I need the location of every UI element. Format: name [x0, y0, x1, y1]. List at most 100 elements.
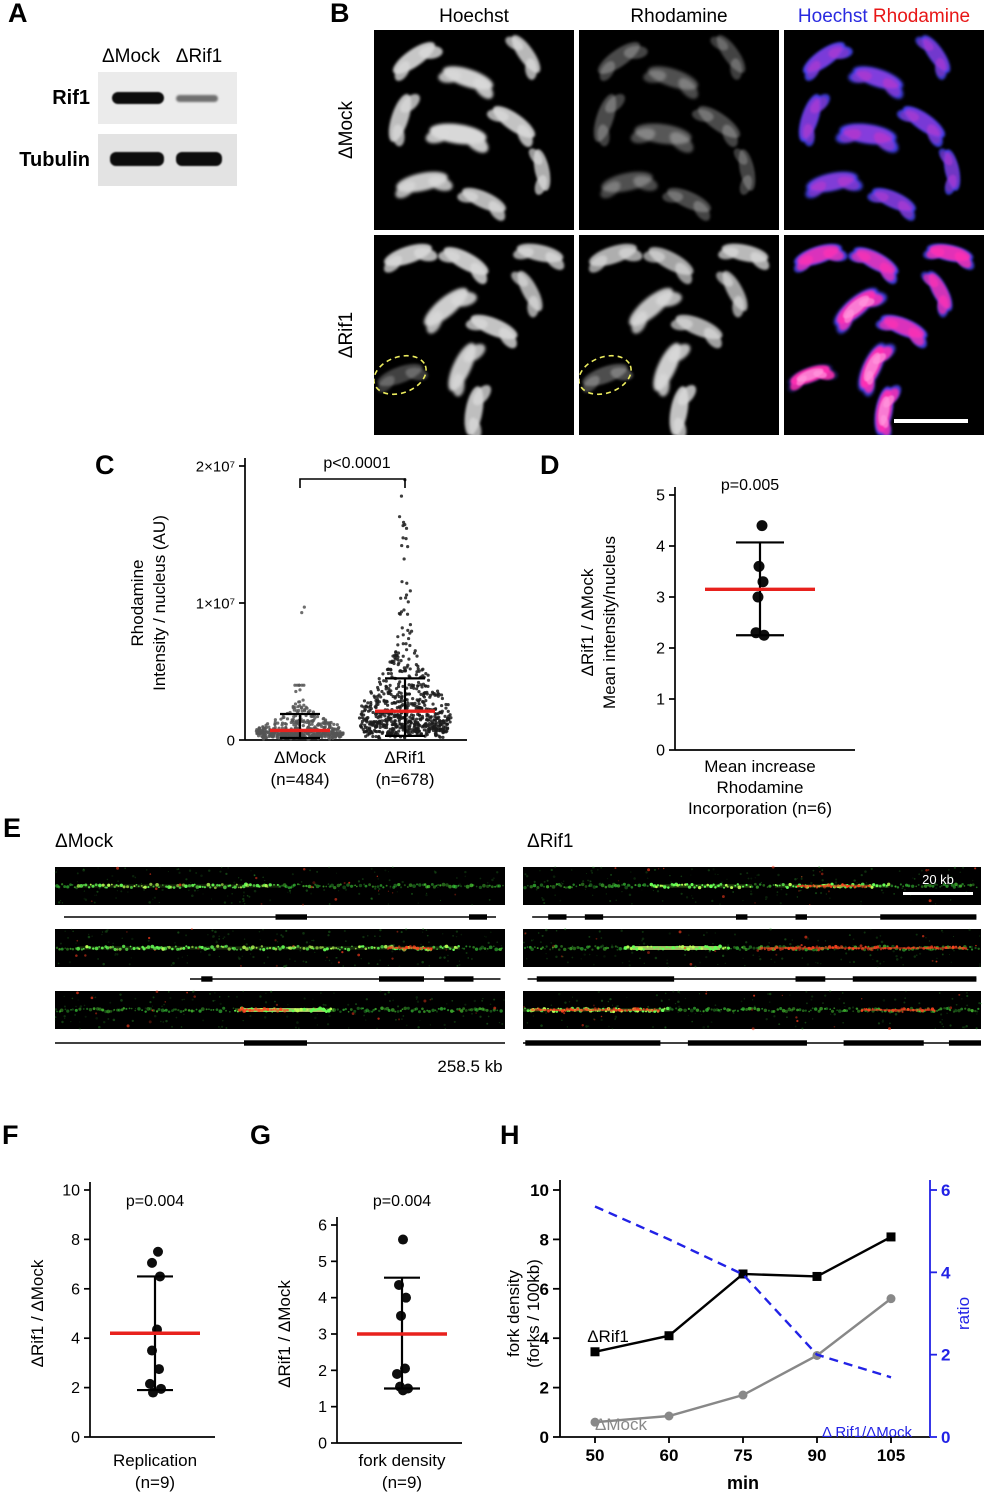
blot-band	[112, 92, 164, 104]
micrograph-rif1-merge	[784, 235, 984, 435]
blot-col-label-mock: ΔMock	[101, 46, 161, 67]
svg-text:ΔRif1 / ΔMock: ΔRif1 / ΔMock	[275, 1280, 294, 1388]
svg-text:10: 10	[530, 1181, 549, 1200]
blot-band	[176, 95, 218, 102]
svg-text:(n=484): (n=484)	[270, 770, 329, 789]
svg-text:0: 0	[318, 1436, 327, 1453]
fiber-length-label: 258.5 kb	[437, 1057, 503, 1076]
panel-b-letter: B	[330, 0, 350, 28]
svg-text:6: 6	[941, 1181, 950, 1200]
micrograph-mock-rhodamine	[579, 30, 779, 230]
svg-text:3: 3	[656, 590, 665, 607]
svg-text:ratio: ratio	[954, 1297, 973, 1330]
svg-text:5: 5	[656, 488, 665, 505]
svg-text:4: 4	[941, 1263, 951, 1282]
blot-row-label-rif1: Rif1	[52, 87, 90, 109]
row-label-rif1: ΔRif1	[336, 311, 358, 359]
svg-text:Mean intensity/nucleus: Mean intensity/nucleus	[600, 536, 619, 709]
svg-text:ΔRif1 / ΔMock: ΔRif1 / ΔMock	[28, 1259, 47, 1367]
svg-text:90: 90	[808, 1446, 827, 1465]
svg-text:2: 2	[318, 1363, 327, 1380]
svg-text:105: 105	[877, 1446, 905, 1465]
blot-col-label-rif1: ΔRif1	[175, 46, 223, 67]
svg-text:p=0.004: p=0.004	[373, 1193, 431, 1210]
svg-text:Rhodamine: Rhodamine	[717, 778, 804, 797]
micrograph-rif1-hoechst	[374, 235, 574, 435]
svg-text:1: 1	[656, 692, 665, 709]
svg-text:(n=9): (n=9)	[382, 1473, 422, 1492]
svg-text:p<0.0001: p<0.0001	[323, 455, 390, 472]
svg-text:Incorporation (n=6): Incorporation (n=6)	[688, 799, 832, 818]
svg-text:6: 6	[71, 1281, 80, 1298]
svg-text:p=0.005: p=0.005	[721, 477, 779, 494]
panel-f-letter: F	[2, 1120, 19, 1150]
svg-text:ΔRif1: ΔRif1	[587, 1327, 629, 1346]
chart-fork-density-time: 0 2 4 6 8 10 0 2 4 6 50 60 75 90 105 min fork density (fo…	[505, 1180, 973, 1493]
svg-text:1: 1	[318, 1399, 327, 1416]
svg-text:0: 0	[656, 743, 665, 760]
svg-text:Replication: Replication	[113, 1451, 197, 1470]
fiber-group-label-rif1: ΔRif1	[527, 831, 574, 852]
svg-text:50: 50	[586, 1446, 605, 1465]
panel-e-letter: E	[3, 813, 22, 843]
svg-text:Δ Rif1/ΔMock: Δ Rif1/ΔMock	[822, 1424, 913, 1441]
fiber-group-label-mock: ΔMock	[55, 831, 114, 852]
svg-text:min: min	[727, 1473, 759, 1493]
panel-a-letter: A	[8, 0, 28, 28]
chart-fork-density-ratio: 0 1 2 3 4 5 6 ΔRif1 / ΔMock fork density (n=9) p=0…	[275, 1193, 462, 1492]
panel-d-letter: D	[540, 450, 560, 480]
svg-text:Rhodamine: Rhodamine	[128, 560, 147, 647]
svg-text:(forks / 100kb): (forks / 100kb)	[524, 1259, 543, 1368]
svg-text:10: 10	[62, 1183, 80, 1200]
svg-text:2: 2	[941, 1346, 950, 1365]
western-blot-tubulin	[98, 134, 237, 186]
svg-text:8: 8	[540, 1230, 549, 1249]
merge-header-hoechst: Hoechst	[797, 6, 868, 27]
svg-text:4: 4	[71, 1331, 80, 1348]
micrograph-mock-hoechst	[374, 30, 574, 230]
svg-text:2: 2	[540, 1379, 549, 1398]
blot-band	[176, 152, 222, 166]
svg-text:4: 4	[318, 1290, 327, 1307]
svg-text:75: 75	[734, 1446, 753, 1465]
chart-rhodamine-intensity: 0 1×10⁷ 2×10⁷ Rhodamine Intensity / nucleus …	[128, 455, 467, 789]
blot-row-label-tubulin: Tubulin	[19, 149, 90, 171]
svg-text:(n=678): (n=678)	[375, 770, 434, 789]
chart-replication-ratio: 0 2 4 6 8 10 ΔRif1 / ΔMock Replication (n=9) p=0.…	[28, 1182, 215, 1492]
svg-text:Mean increase: Mean increase	[704, 757, 816, 776]
svg-text:ΔMock: ΔMock	[274, 748, 326, 767]
svg-text:1×10⁷: 1×10⁷	[196, 596, 235, 613]
header-merge: Hoechst Rhodamine	[784, 6, 984, 28]
svg-text:5: 5	[318, 1254, 327, 1271]
svg-text:0: 0	[227, 733, 235, 750]
fiber-scale-label: 20 kb	[922, 872, 954, 887]
svg-text:0: 0	[540, 1428, 549, 1447]
svg-text:fork density: fork density	[359, 1451, 446, 1470]
panel-c-letter: C	[95, 450, 115, 480]
header-rhodamine: Rhodamine	[630, 6, 728, 27]
svg-text:0: 0	[941, 1428, 950, 1447]
svg-text:60: 60	[660, 1446, 679, 1465]
fiber-scale-bar	[903, 892, 973, 895]
svg-text:fork density: fork density	[505, 1270, 523, 1357]
svg-text:4: 4	[656, 539, 665, 556]
fiber-panel	[54, 865, 982, 1046]
blot-band	[110, 152, 164, 166]
svg-text:ΔRif1 / ΔMock: ΔRif1 / ΔMock	[578, 568, 597, 676]
svg-text:0: 0	[71, 1430, 80, 1447]
svg-text:6: 6	[540, 1280, 549, 1299]
svg-text:ΔMock: ΔMock	[595, 1415, 647, 1434]
svg-text:2: 2	[71, 1380, 80, 1397]
svg-text:4: 4	[540, 1329, 550, 1348]
svg-text:(n=9): (n=9)	[135, 1473, 175, 1492]
svg-text:2×10⁷: 2×10⁷	[196, 459, 235, 476]
panel-g-letter: G	[250, 1120, 272, 1150]
svg-text:8: 8	[71, 1232, 80, 1249]
svg-text:ΔRif1: ΔRif1	[384, 748, 426, 767]
merge-header-rhodamine: Rhodamine	[872, 6, 971, 27]
svg-text:p=0.004: p=0.004	[126, 1193, 184, 1210]
header-hoechst: Hoechst	[439, 6, 509, 27]
svg-text:3: 3	[318, 1327, 327, 1344]
row-label-mock: ΔMock	[336, 100, 357, 160]
